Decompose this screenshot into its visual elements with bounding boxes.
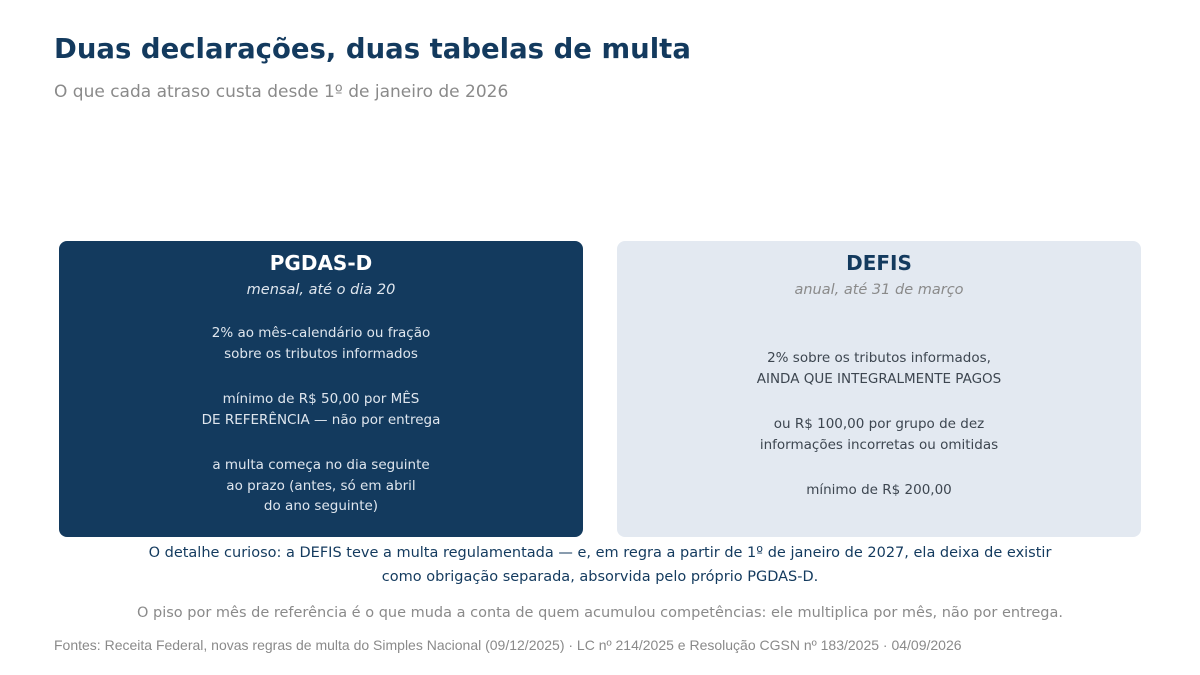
card-paragraph: mínimo de R$ 50,00 por MÊS DE REFERÊNCIA… bbox=[59, 389, 583, 430]
card-line: informações incorretas ou omitidas bbox=[759, 436, 999, 453]
card-body: 2% ao mês-calendário ou fração sobre os … bbox=[59, 323, 583, 517]
card-paragraph: ou R$ 100,00 por grupo de dez informaçõe… bbox=[617, 414, 1141, 455]
card-subtitle: anual, até 31 de março bbox=[794, 282, 964, 298]
card-line: sobre os tributos informados bbox=[224, 345, 418, 362]
note-line: O detalhe curioso: a DEFIS teve a multa … bbox=[148, 545, 1052, 561]
pgdas-d-card: PGDAS-D mensal, até o dia 20 2% ao mês-c… bbox=[59, 241, 583, 537]
card-subtitle: mensal, até o dia 20 bbox=[246, 282, 396, 298]
curious-detail-note: O detalhe curioso: a DEFIS teve a multa … bbox=[0, 541, 1200, 589]
page-subtitle: O que cada atraso custa desde 1º de jane… bbox=[54, 82, 509, 102]
card-line: a multa começa no dia seguinte bbox=[212, 457, 430, 473]
page-title: Duas declarações, duas tabelas de multa bbox=[54, 33, 691, 65]
card-line: mínimo de R$ 50,00 por MÊS bbox=[222, 391, 420, 407]
note-line: como obrigação separada, absorvida pelo … bbox=[381, 569, 819, 585]
card-body: 2% sobre os tributos informados, AINDA Q… bbox=[617, 348, 1141, 501]
defis-card: DEFIS anual, até 31 de março 2% sobre os… bbox=[617, 241, 1141, 537]
floor-note: O piso por mês de referência é o que mud… bbox=[136, 605, 1064, 621]
card-line: AINDA QUE INTEGRALMENTE PAGOS bbox=[756, 370, 1002, 387]
card-line: DE REFERÊNCIA — não por entrega bbox=[201, 411, 441, 428]
card-line: 2% sobre os tributos informados, bbox=[767, 350, 991, 366]
card-line: do ano seguinte) bbox=[263, 498, 379, 514]
card-title: PGDAS-D bbox=[269, 251, 373, 275]
card-title: DEFIS bbox=[846, 251, 912, 275]
card-line: ou R$ 100,00 por grupo de dez bbox=[773, 416, 985, 432]
card-line: 2% ao mês-calendário ou fração bbox=[211, 325, 431, 341]
card-line: mínimo de R$ 200,00 bbox=[806, 482, 952, 498]
card-paragraph: 2% ao mês-calendário ou fração sobre os … bbox=[59, 323, 583, 364]
sources-footnote: Fontes: Receita Federal, novas regras de… bbox=[54, 637, 962, 653]
card-line: ao prazo (antes, só em abril bbox=[226, 477, 416, 494]
card-paragraph: 2% sobre os tributos informados, AINDA Q… bbox=[617, 348, 1141, 389]
card-paragraph: a multa começa no dia seguinte ao prazo … bbox=[59, 455, 583, 517]
card-paragraph: mínimo de R$ 200,00 bbox=[617, 480, 1141, 501]
